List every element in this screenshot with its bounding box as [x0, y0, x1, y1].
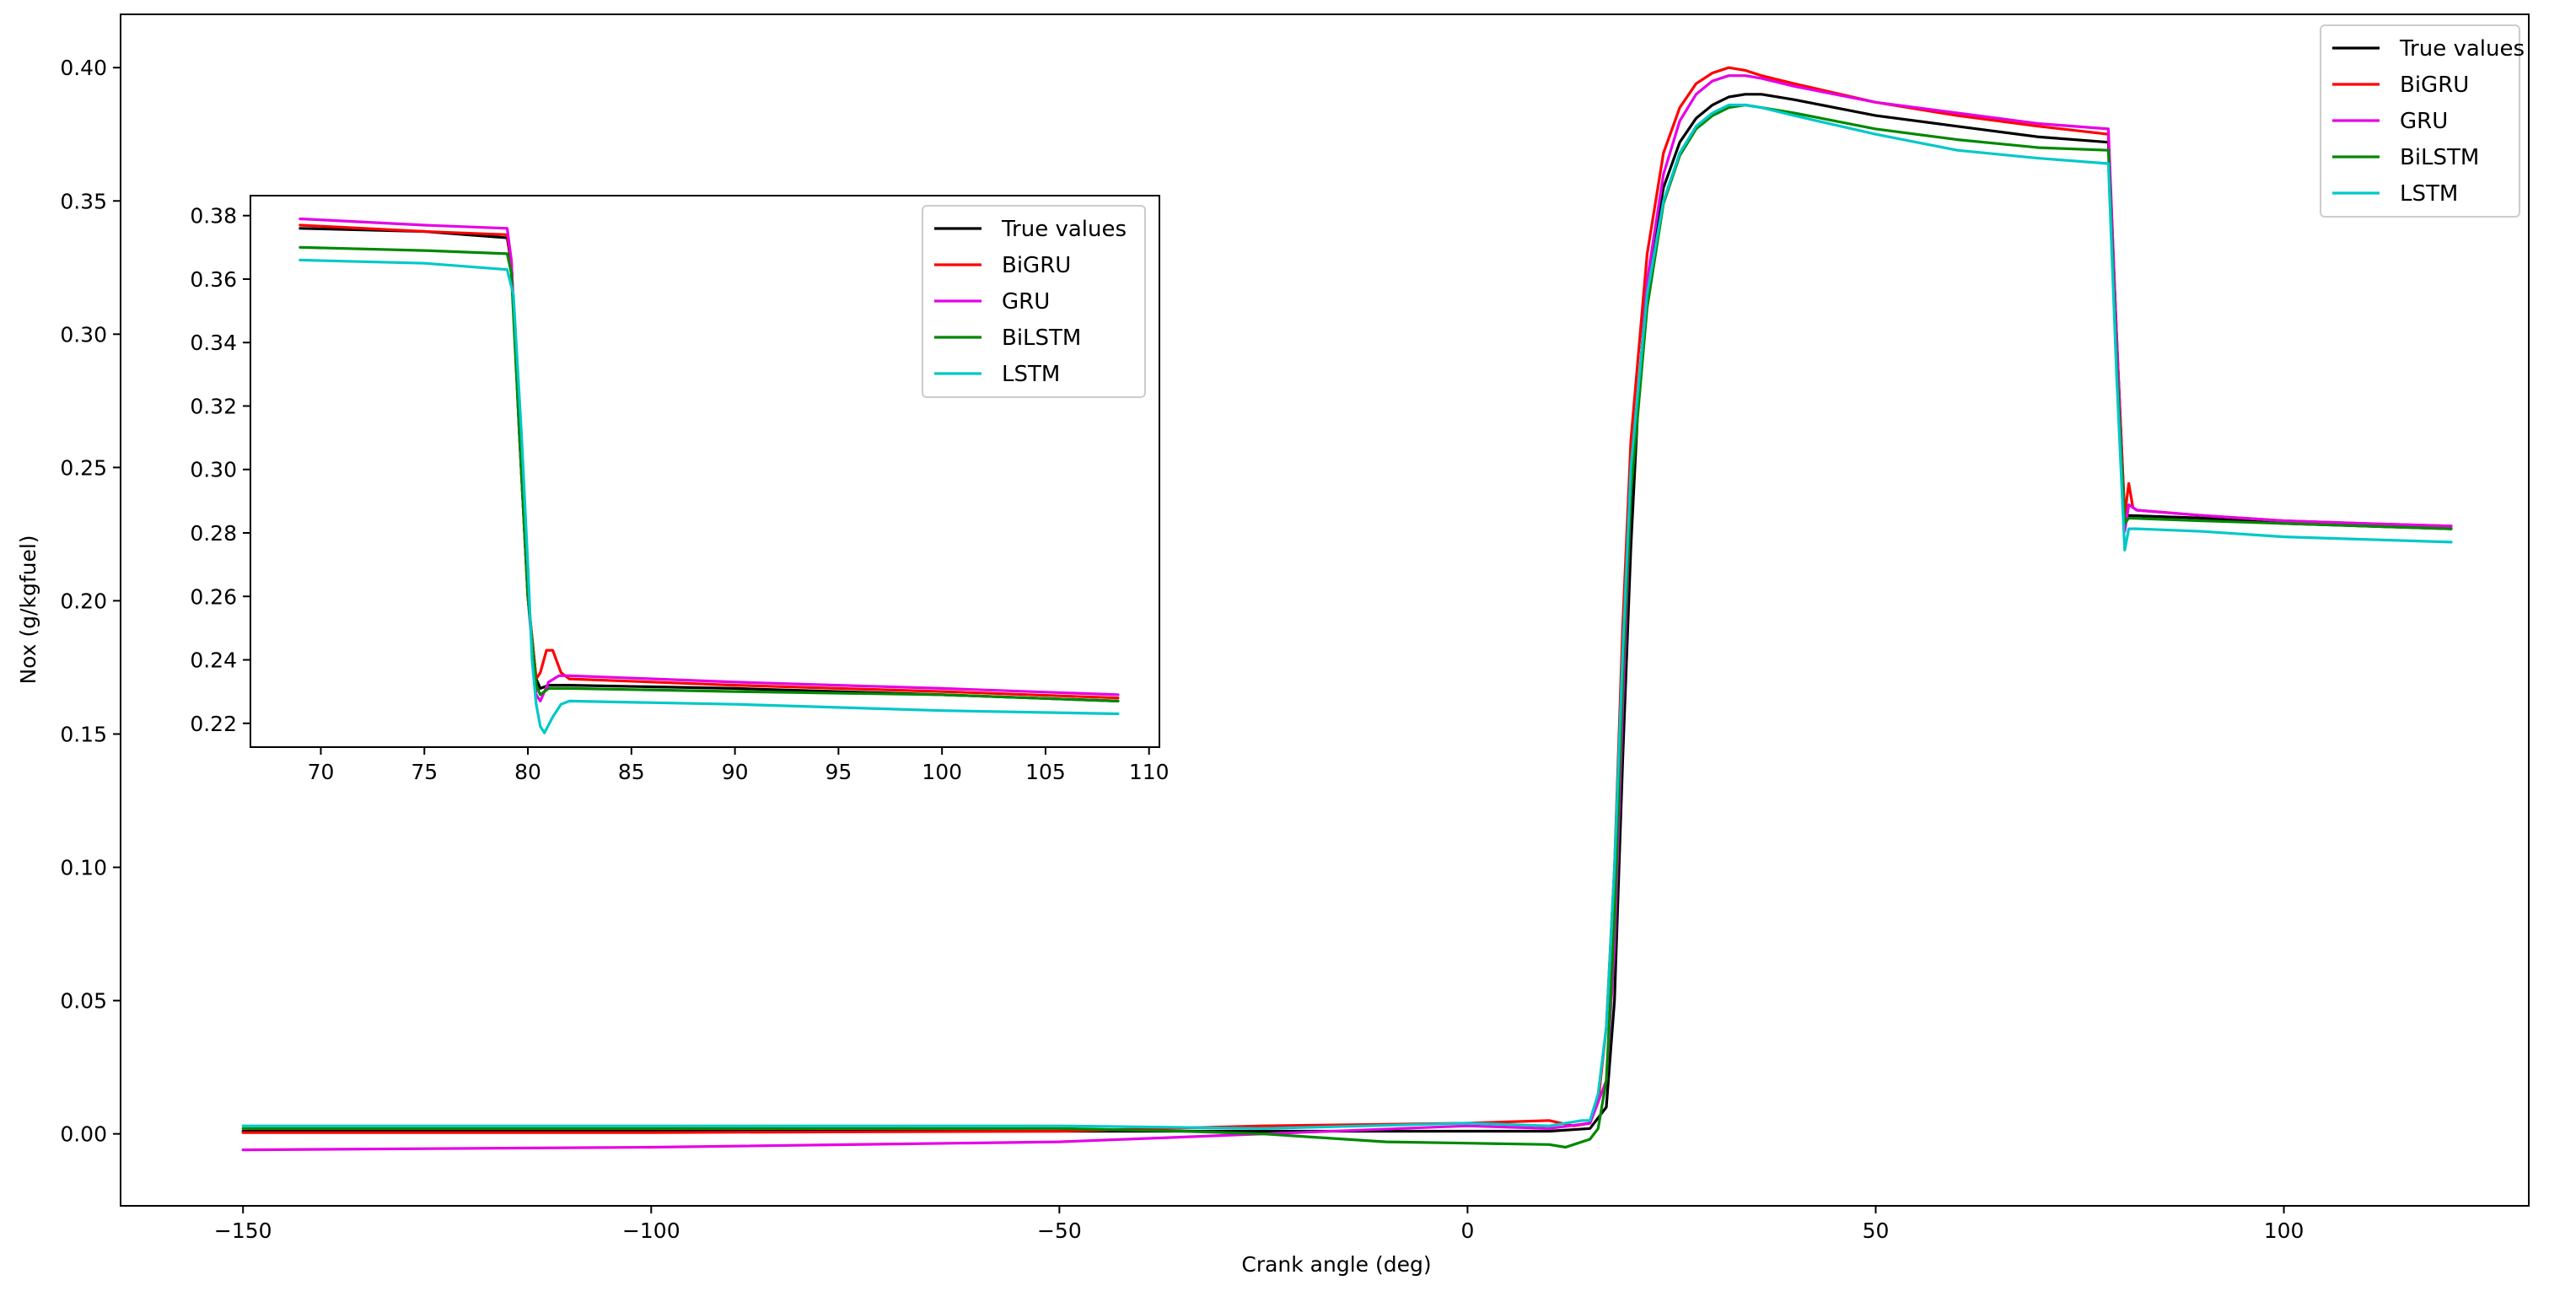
- inset-y-tick-label: 0.38: [190, 204, 237, 229]
- inset-y-tick-label: 0.30: [190, 458, 237, 482]
- main-legend-label-true-values: True values: [2399, 36, 2525, 62]
- main-y-tick-label: 0.00: [60, 1122, 107, 1147]
- inset-series-line-bilstm: [298, 245, 1120, 702]
- main-x-tick-label: −150: [214, 1218, 272, 1243]
- main-x-axis-label: Crank angle (deg): [1241, 1252, 1431, 1277]
- inset-series-line-lstm: [298, 258, 1120, 734]
- inset-legend-box: [922, 205, 1146, 398]
- main-x-ticks: −150 −100 −50 0 50 100: [214, 1206, 2304, 1243]
- inset-legend-label-true-values: True values: [1001, 217, 1127, 242]
- inset-legend-label-gru: GRU: [1002, 289, 1050, 315]
- main-legend-box: [2320, 24, 2520, 218]
- inset-axes-frame: [250, 195, 1160, 748]
- inset-y-tick-label: 0.24: [190, 648, 237, 673]
- main-axes-frame: [120, 13, 2530, 1207]
- main-y-tick-label: 0.40: [60, 56, 107, 80]
- inset-legend-label-bigru: BiGRU: [1002, 253, 1071, 278]
- inset-x-ticks: 70 75 80 85 90 95 100 105 110: [308, 747, 1170, 784]
- inset-x-tick-label: 80: [514, 760, 541, 784]
- main-series-line-gru: [241, 74, 2453, 1152]
- main-x-tick-label: 0: [1460, 1218, 1474, 1243]
- main-x-tick-label: −100: [622, 1218, 680, 1243]
- inset-y-tick-label: 0.32: [190, 394, 237, 418]
- main-y-ticks: 0.00 0.05 0.10 0.15 0.20 0.25 0.30 0.35 0.40: [60, 56, 121, 1147]
- main-y-tick-label: 0.35: [60, 189, 107, 213]
- inset-legend: True values BiGRU GRU BiLSTM LSTM: [922, 205, 1146, 398]
- main-plot-lines: [241, 66, 2453, 1152]
- inset-y-tick-label: 0.36: [190, 267, 237, 292]
- inset-legend-label-bilstm: BiLSTM: [1002, 325, 1081, 351]
- main-y-axis-label: Nox (g/kgfuel): [16, 535, 40, 684]
- main-x-tick-label: 50: [1863, 1218, 1890, 1243]
- inset-x-tick-label: 110: [1129, 760, 1170, 784]
- main-series-line-lstm: [241, 103, 2453, 1130]
- inset-series-line-gru: [298, 217, 1120, 702]
- inset-x-tick-label: 95: [825, 760, 852, 784]
- inset-y-tick-label: 0.26: [190, 584, 237, 609]
- inset-y-ticks: 0.22 0.24 0.26 0.28 0.30 0.32 0.34 0.36 0.38: [190, 204, 250, 736]
- main-chart: −150 −100 −50 0 50 100 0.000.050.100.150.200.…: [16, 13, 2530, 1277]
- inset-chart: 70 75 80 85 90 95 100 105 110 0.220.240.260.280.…: [190, 195, 1170, 784]
- main-y-tick-label: 0.30: [60, 322, 107, 347]
- inset-x-tick-label: 90: [722, 760, 749, 784]
- main-legend: True values BiGRU GRU BiLSTM LSTM: [2320, 24, 2525, 218]
- inset-x-tick-label: 75: [411, 760, 438, 784]
- inset-y-tick-label: 0.28: [190, 521, 237, 546]
- main-y-tick-label: 0.10: [60, 856, 107, 880]
- inset-legend-label-lstm: LSTM: [1002, 362, 1060, 387]
- inset-x-tick-label: 105: [1025, 760, 1066, 784]
- inset-x-tick-label: 85: [618, 760, 645, 784]
- main-x-tick-label: 100: [2264, 1218, 2304, 1243]
- inset-x-tick-label: 70: [308, 760, 335, 784]
- main-legend-label-bigru: BiGRU: [2400, 73, 2469, 98]
- main-y-tick-label: 0.15: [60, 722, 107, 746]
- inset-x-tick-label: 100: [922, 760, 962, 784]
- inset-y-tick-label: 0.34: [190, 331, 237, 355]
- main-legend-label-gru: GRU: [2400, 109, 2448, 134]
- inset-plot-lines: [298, 217, 1120, 734]
- main-y-tick-label: 0.20: [60, 589, 107, 613]
- main-legend-label-lstm: LSTM: [2400, 181, 2458, 207]
- inset-y-tick-label: 0.22: [190, 712, 237, 736]
- main-y-tick-label: 0.25: [60, 455, 107, 480]
- main-y-tick-label: 0.05: [60, 989, 107, 1014]
- main-legend-label-bilstm: BiLSTM: [2400, 145, 2479, 170]
- main-x-tick-label: −50: [1037, 1218, 1082, 1243]
